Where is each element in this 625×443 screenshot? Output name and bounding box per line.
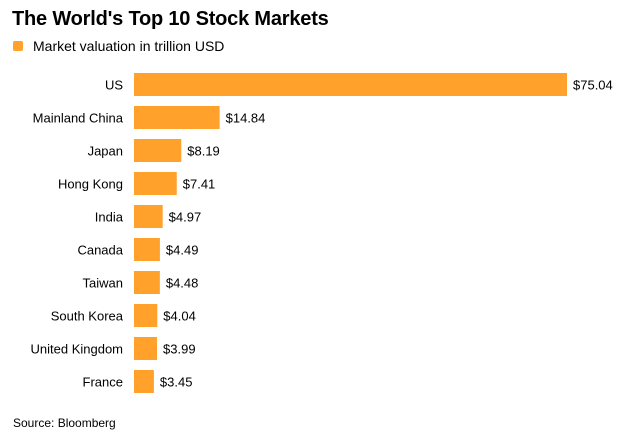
legend-swatch <box>13 41 23 51</box>
value-label: $4.97 <box>169 210 202 225</box>
bar <box>134 205 163 228</box>
category-label: Mainland China <box>33 111 124 126</box>
legend-label: Market valuation in trillion USD <box>33 38 225 54</box>
bar <box>134 73 567 96</box>
value-label: $75.04 <box>573 78 613 93</box>
category-label: US <box>105 78 123 93</box>
bar <box>134 370 154 393</box>
category-label: South Korea <box>51 309 124 324</box>
category-label: Taiwan <box>83 276 123 291</box>
category-label: France <box>83 375 123 390</box>
chart-title: The World's Top 10 Stock Markets <box>12 8 329 30</box>
category-label: Canada <box>77 243 123 258</box>
category-label: United Kingdom <box>31 342 124 357</box>
bar <box>134 271 160 294</box>
value-label: $3.99 <box>163 342 196 357</box>
bar <box>134 337 158 360</box>
value-label: $4.49 <box>166 243 199 258</box>
bar <box>134 139 182 162</box>
category-label: Japan <box>88 144 123 159</box>
legend: Market valuation in trillion USD <box>13 38 224 54</box>
value-label: $4.48 <box>166 276 199 291</box>
category-label: Hong Kong <box>58 177 123 192</box>
bar <box>134 172 177 195</box>
value-label: $8.19 <box>187 144 220 159</box>
bar <box>134 106 220 129</box>
source-note: Source: Bloomberg <box>13 416 116 430</box>
bar <box>134 238 160 261</box>
value-label: $4.04 <box>163 309 196 324</box>
value-label: $3.45 <box>160 375 193 390</box>
category-label: India <box>95 210 124 225</box>
value-label: $7.41 <box>183 177 216 192</box>
value-label: $14.84 <box>226 111 266 126</box>
bar <box>134 304 158 327</box>
